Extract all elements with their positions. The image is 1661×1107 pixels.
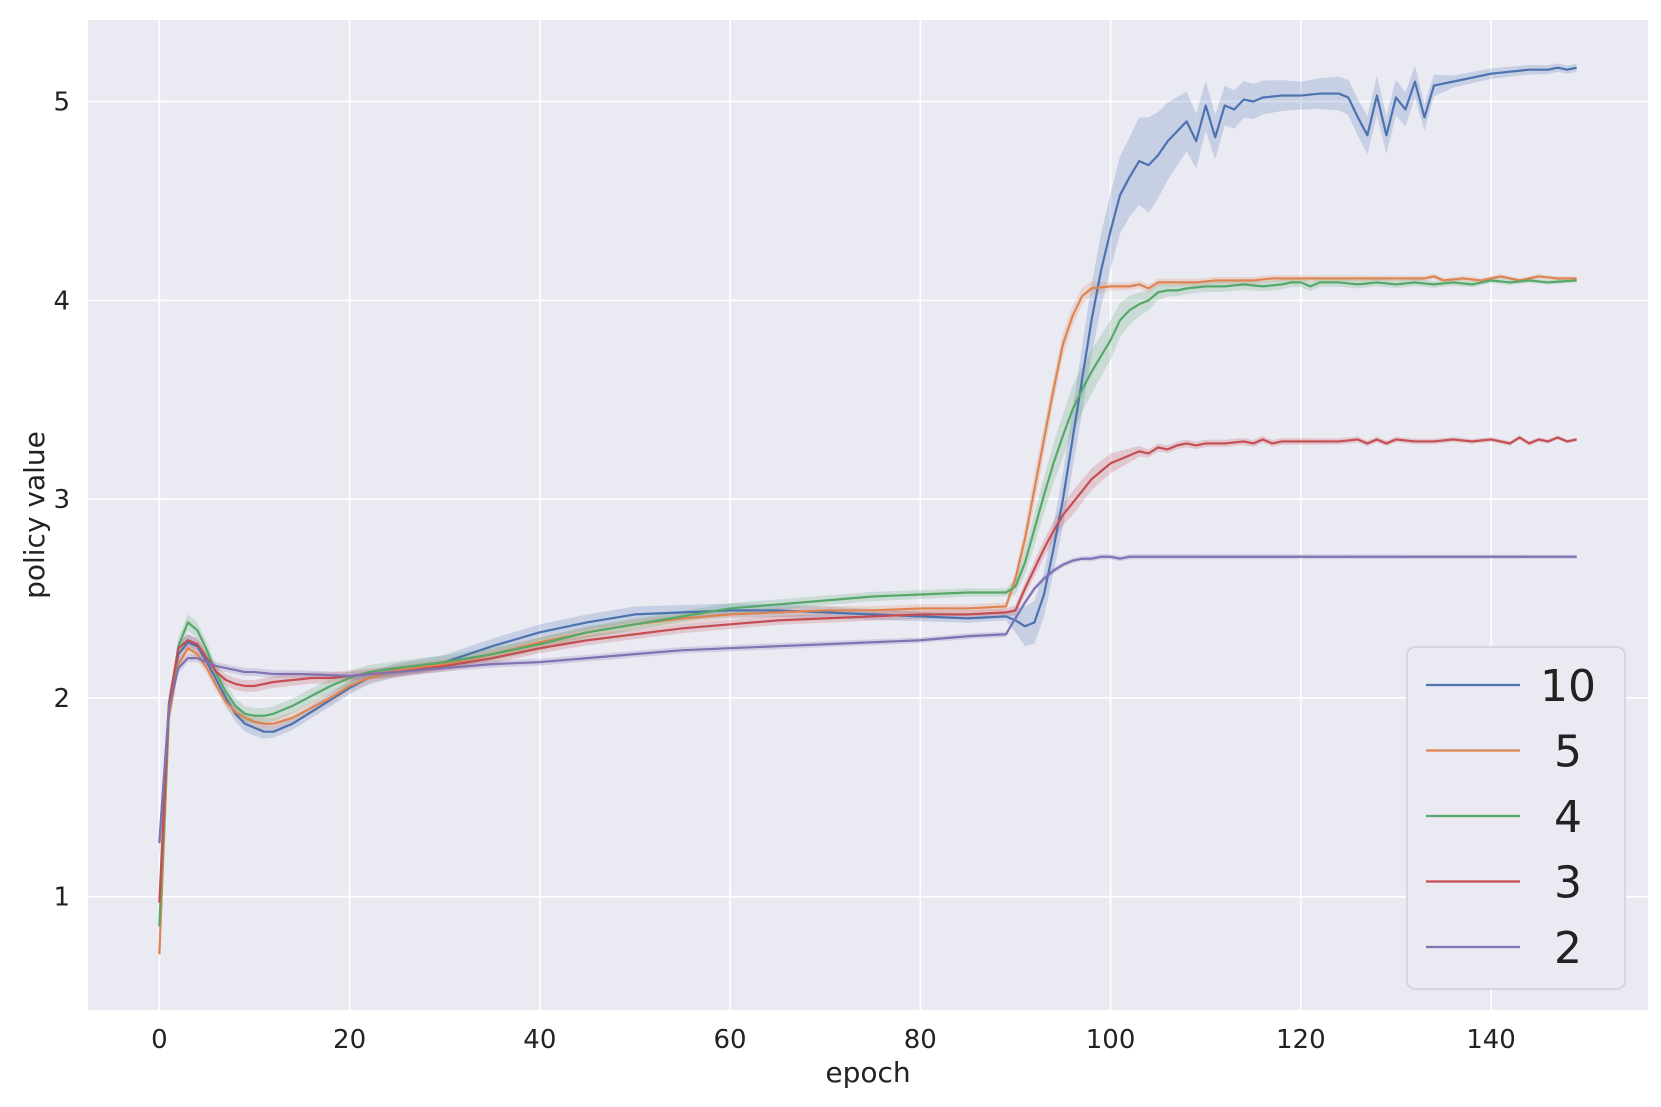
y-axis-label: policy value: [18, 431, 51, 599]
x-tick-label: 100: [1086, 1025, 1136, 1055]
x-tick-label: 40: [523, 1025, 556, 1055]
grid: [88, 20, 1648, 1010]
series-3-line: [158, 436, 1577, 903]
x-tick-label: 0: [151, 1025, 168, 1055]
legend: 10 5 4 3 2: [1406, 646, 1626, 990]
x-tick-label: 80: [904, 1025, 937, 1055]
legend-label-3: 3: [1554, 858, 1582, 909]
y-tick-label: 1: [53, 883, 70, 913]
y-tick-label: 4: [53, 286, 70, 316]
legend-label-5: 5: [1554, 727, 1582, 778]
y-axis-ticks: 1 2 3 4 5: [53, 88, 70, 913]
legend-label-2: 2: [1554, 923, 1582, 974]
y-tick-label: 5: [53, 88, 70, 118]
x-tick-label: 140: [1466, 1025, 1516, 1055]
legend-label-4: 4: [1554, 792, 1582, 843]
x-tick-label: 20: [333, 1025, 366, 1055]
x-axis-label: epoch: [825, 1056, 910, 1089]
x-tick-label: 60: [714, 1025, 747, 1055]
plot-background: [88, 20, 1648, 1010]
y-tick-label: 3: [53, 485, 70, 515]
series-lines: [158, 66, 1577, 955]
series-5-line: [158, 275, 1577, 955]
series-4-line: [158, 279, 1577, 927]
legend-box: [1406, 646, 1626, 990]
y-tick-label: 2: [53, 684, 70, 714]
series-10-line: [158, 66, 1577, 844]
x-axis-ticks: 0 20 40 60 80 100 120 140: [151, 1025, 1516, 1055]
series-2-line: [158, 555, 1577, 844]
x-tick-label: 120: [1276, 1025, 1326, 1055]
legend-label-10: 10: [1540, 661, 1596, 712]
